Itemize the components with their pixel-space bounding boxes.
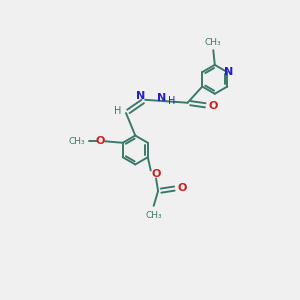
Text: CH₃: CH₃ — [146, 211, 162, 220]
Text: H: H — [114, 106, 122, 116]
Text: O: O — [151, 169, 161, 179]
Text: N: N — [136, 91, 146, 101]
Text: CH₃: CH₃ — [69, 137, 86, 146]
Text: O: O — [178, 183, 187, 193]
Text: H: H — [168, 96, 175, 106]
Text: N: N — [157, 93, 167, 103]
Text: O: O — [95, 136, 104, 146]
Text: CH₃: CH₃ — [204, 38, 221, 46]
Text: O: O — [209, 101, 218, 111]
Text: N: N — [224, 67, 233, 77]
